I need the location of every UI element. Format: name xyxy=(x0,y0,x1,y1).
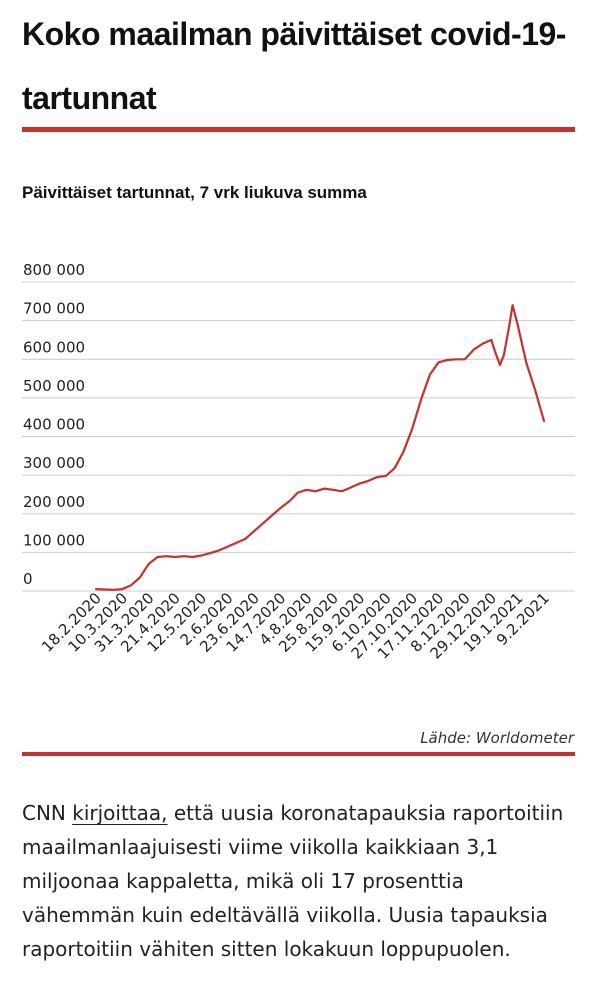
page-title: Koko maailman päivittäiset covid-19-tart… xyxy=(22,16,566,116)
chart-title: Päivittäiset tartunnat, 7 vrk liukuva su… xyxy=(22,183,367,202)
line-chart: 0 100 000 200 000 300 000 400 000 500 000 600 … xyxy=(22,261,575,663)
paragraph-lead: CNN xyxy=(22,801,73,825)
x-axis-labels: 18.2.202010.3.202031.3.202021.4.202012.5… xyxy=(38,589,553,662)
cnn-source-link[interactable]: kirjoittaa, xyxy=(72,801,168,825)
paragraph-rest: että uusia koronatapauksia raportoitiin … xyxy=(22,801,564,961)
y-tick-label: 600 000 xyxy=(23,338,85,356)
grid-lines xyxy=(22,281,575,592)
y-tick-label: 100 000 xyxy=(23,531,85,549)
top-divider xyxy=(22,127,575,132)
y-tick-label: 200 000 xyxy=(23,493,85,511)
series-line xyxy=(94,304,546,591)
y-axis-labels: 0 100 000 200 000 300 000 400 000 500 000 600 … xyxy=(23,261,85,588)
y-tick-label: 700 000 xyxy=(23,300,85,318)
article-paragraph: CNN kirjoittaa, että uusia koronatapauks… xyxy=(22,796,582,966)
y-tick-label: 300 000 xyxy=(23,454,85,472)
chart-source: Lähde: Worldometer xyxy=(420,729,574,747)
y-tick-label: 400 000 xyxy=(23,416,85,434)
bottom-divider xyxy=(22,752,575,756)
y-tick-label: 500 000 xyxy=(23,377,85,395)
y-tick-label: 800 000 xyxy=(23,261,85,279)
y-tick-label: 0 xyxy=(23,570,33,588)
